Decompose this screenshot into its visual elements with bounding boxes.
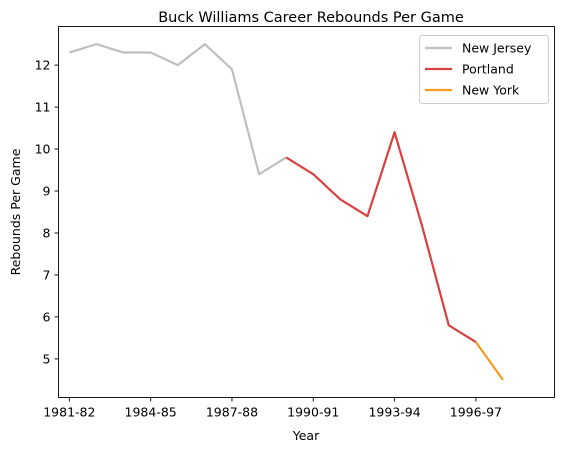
legend-label: Portland — [462, 62, 514, 77]
x-tick-label: 1996-97 — [450, 405, 502, 420]
series-line-1 — [285, 131, 477, 344]
y-tick-label: 8 — [43, 225, 51, 240]
y-tick-label: 6 — [43, 309, 51, 324]
y-tick-label: 5 — [43, 351, 51, 366]
legend-label: New Jersey — [462, 41, 532, 56]
x-tick-label: 1990-91 — [287, 405, 339, 420]
axis-ticks: 1981-82 1984-85 1987-88 1990-91 1993-94 1996-… — [35, 58, 502, 420]
x-tick-label: 1987-88 — [206, 405, 258, 420]
x-tick-label: 1993-94 — [368, 405, 420, 420]
series-line-2 — [475, 341, 504, 381]
y-tick-label: 12 — [35, 58, 51, 73]
plot-area — [69, 43, 504, 381]
legend-box — [419, 35, 549, 104]
series-line-0 — [69, 43, 287, 176]
legend: New Jersey Portland New York — [419, 35, 549, 104]
plot-frame — [58, 26, 555, 398]
y-axis-label: Rebounds Per Game — [8, 148, 23, 275]
y-tick-label: 9 — [43, 184, 51, 199]
y-tick-label: 7 — [43, 267, 51, 282]
x-axis-label: Year — [292, 428, 320, 443]
y-tick-label: 10 — [35, 142, 51, 157]
chart-title: Buck Williams Career Rebounds Per Game — [158, 10, 464, 26]
legend-label: New York — [462, 83, 520, 98]
x-tick-label: 1981-82 — [43, 405, 95, 420]
x-tick-label: 1984-85 — [125, 405, 177, 420]
y-tick-label: 11 — [35, 100, 51, 115]
